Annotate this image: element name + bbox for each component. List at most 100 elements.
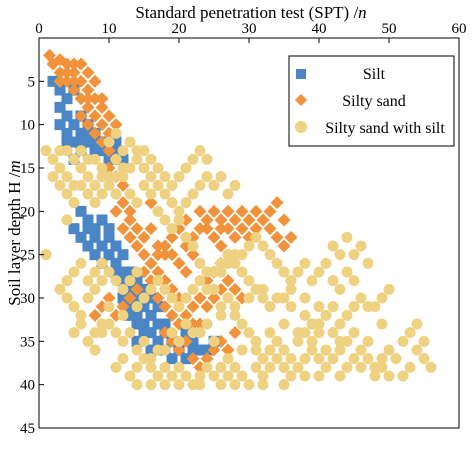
silty-sand-with-silt-point: [229, 379, 241, 391]
x-tick-label: 10: [102, 21, 117, 37]
silty-sand-with-silt-point: [47, 171, 59, 183]
silty-sand-with-silt-point: [173, 379, 185, 391]
silty-sand-with-silt-point: [215, 309, 227, 321]
silty-sand-with-silt-point: [152, 370, 164, 382]
silty-sand-point: [263, 222, 277, 236]
silty-sand-with-silt-point: [362, 257, 374, 269]
silty-sand-with-silt-point: [313, 301, 325, 313]
silty-sand-with-silt-point: [68, 301, 80, 313]
silty-sand-with-silt-point: [68, 327, 80, 339]
silty-sand-with-silt-point: [334, 318, 346, 330]
silty-sand-point: [207, 343, 221, 357]
silty-sand-with-silt-point: [131, 301, 143, 313]
silty-sand-point: [158, 239, 172, 253]
silty-sand-with-silt-point: [215, 379, 227, 391]
silty-sand-with-silt-point: [75, 309, 87, 321]
silty-sand-with-silt-point: [194, 145, 206, 157]
silty-sand-point: [277, 239, 291, 253]
silt-point: [110, 145, 122, 157]
silty-sand-point: [207, 204, 221, 218]
silty-sand-with-silt-point: [313, 266, 325, 278]
silty-sand-with-silt-point: [117, 145, 129, 157]
silty-sand-with-silt-point: [110, 188, 122, 200]
silt-point: [47, 75, 59, 87]
series-silty-sand-with-silt: [40, 127, 437, 391]
silty-sand-with-silt-point: [229, 179, 241, 191]
silty-sand-with-silt-point: [61, 292, 73, 304]
silty-sand-with-silt-point: [404, 361, 416, 373]
legend-label-silt: Silt: [363, 66, 386, 83]
silty-sand-point: [102, 291, 116, 305]
silty-sand-point: [81, 83, 95, 97]
silty-sand-with-silt-point: [117, 162, 129, 174]
silty-sand-with-silt-point: [229, 361, 241, 373]
silty-sand-with-silt-point: [166, 292, 178, 304]
silty-sand-point: [151, 248, 165, 262]
silty-sand-point: [116, 300, 130, 314]
silt-point: [194, 344, 206, 356]
silty-sand-with-silt-point: [152, 344, 164, 356]
silty-sand-with-silt-point: [96, 275, 108, 287]
silty-sand-point: [67, 74, 81, 88]
x-axis-label: Standard penetration test (SPT) /n: [135, 3, 366, 22]
silty-sand-with-silt-point: [131, 266, 143, 278]
silty-sand-with-silt-point: [299, 370, 311, 382]
silty-sand-with-silt-point: [341, 231, 353, 243]
silty-sand-point: [60, 66, 74, 80]
silty-sand-point: [74, 57, 88, 71]
silty-sand-with-silt-point: [334, 370, 346, 382]
silty-sand-with-silt-point: [278, 361, 290, 373]
silty-sand-with-silt-point: [124, 370, 136, 382]
silty-sand-with-silt-point: [278, 379, 290, 391]
silt-point: [145, 327, 157, 339]
silt-point: [117, 249, 129, 261]
silty-sand-with-silt-point: [138, 162, 150, 174]
silty-sand-with-silt-point: [180, 231, 192, 243]
legend-item-silt: Silt: [296, 66, 386, 83]
silty-sand-with-silt-point: [152, 179, 164, 191]
silty-sand-with-silt-point: [54, 162, 66, 174]
silt-point: [145, 309, 157, 321]
silty-sand-point: [74, 74, 88, 88]
silty-sand-point: [81, 92, 95, 106]
silty-sand-with-silt-point: [341, 361, 353, 373]
y-axis-label: Soil layer depth H /m: [5, 160, 24, 305]
legend-label-silty-sand-with-silt: Silty sand with silt: [325, 120, 445, 137]
silt-point: [152, 301, 164, 313]
silty-sand-with-silt-point: [103, 266, 115, 278]
silty-sand-point: [158, 300, 172, 314]
silty-sand-point: [165, 230, 179, 244]
silty-sand-with-silt-point: [236, 370, 248, 382]
silty-sand-point: [200, 222, 214, 236]
silty-sand-with-silt-point: [110, 361, 122, 373]
silty-sand-with-silt-point: [383, 283, 395, 295]
silty-sand-with-silt-point: [166, 179, 178, 191]
silty-sand-with-silt-point: [138, 292, 150, 304]
silty-sand-with-silt-point: [180, 197, 192, 209]
silty-sand-with-silt-point: [257, 353, 269, 365]
silty-sand-with-silt-point: [82, 275, 94, 287]
silty-sand-with-silt-point: [68, 197, 80, 209]
silty-sand-with-silt-point: [229, 301, 241, 313]
silty-sand-with-silt-point: [173, 214, 185, 226]
silty-sand-with-silt-point: [89, 344, 101, 356]
silty-sand-point: [242, 213, 256, 227]
silty-sand-point: [95, 100, 109, 114]
silty-sand-point: [270, 196, 284, 210]
silty-sand-point: [172, 343, 186, 357]
silty-sand-point: [221, 204, 235, 218]
silty-sand-with-silt-point: [397, 370, 409, 382]
y-tick-label: 15: [20, 161, 35, 177]
silty-sand-point: [284, 230, 298, 244]
legend-marker-silt: [296, 69, 306, 79]
silty-sand-with-silt-point: [61, 188, 73, 200]
silty-sand-point: [207, 230, 221, 244]
silty-sand-point: [158, 248, 172, 262]
silty-sand-with-silt-point: [117, 335, 129, 347]
silty-sand-point: [123, 213, 137, 227]
silty-sand-with-silt-point: [40, 145, 52, 157]
silty-sand-point: [235, 222, 249, 236]
silty-sand-with-silt-point: [285, 353, 297, 365]
silty-sand-with-silt-point: [243, 275, 255, 287]
silty-sand-with-silt-point: [425, 361, 437, 373]
